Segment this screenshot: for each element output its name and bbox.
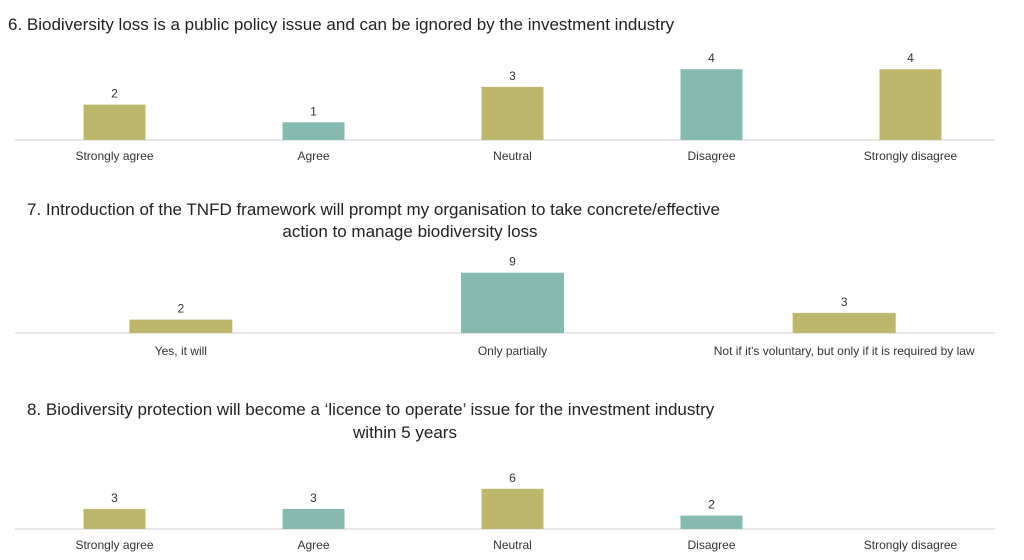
bar (282, 508, 345, 529)
bar (282, 122, 345, 140)
value-label: 3 (509, 69, 516, 83)
bar (83, 508, 146, 529)
bar (680, 69, 743, 140)
value-label: 3 (841, 295, 848, 309)
bar (83, 104, 146, 140)
value-label: 2 (111, 87, 118, 101)
chart-title: action to manage biodiversity loss (282, 222, 537, 241)
bar (680, 515, 743, 529)
value-label: 1 (310, 104, 317, 118)
bar (461, 272, 564, 333)
value-label: 6 (509, 471, 516, 485)
chart-title: 7. Introduction of the TNFD framework wi… (27, 200, 720, 219)
value-label: 4 (708, 51, 715, 65)
category-label: Agree (297, 149, 329, 163)
value-label: 9 (509, 255, 516, 269)
category-label: Strongly disagree (864, 149, 958, 163)
bar (481, 488, 544, 529)
category-label: Only partially (478, 344, 547, 358)
value-label: 4 (907, 51, 914, 65)
bar (792, 312, 896, 333)
category-label: Neutral (493, 149, 532, 163)
category-label: Disagree (687, 538, 735, 552)
chart-title: 6. Biodiversity loss is a public policy … (8, 15, 675, 34)
category-label: Strongly agree (75, 149, 153, 163)
value-label: 3 (111, 491, 118, 505)
value-label: 2 (708, 498, 715, 512)
category-label: Agree (297, 538, 329, 552)
category-label: Neutral (493, 538, 532, 552)
category-label: Strongly disagree (864, 538, 958, 552)
chart-title: 8. Biodiversity protection will become a… (27, 400, 715, 419)
category-label: Not if it's voluntary, but only if it is… (714, 344, 975, 358)
value-label: 2 (177, 302, 184, 316)
value-label: 3 (310, 491, 317, 505)
bar (129, 319, 233, 333)
chart-title: within 5 years (352, 423, 457, 442)
category-label: Yes, it will (155, 344, 207, 358)
category-label: Disagree (687, 149, 735, 163)
category-label: Strongly agree (75, 538, 153, 552)
bar (481, 86, 544, 140)
bar (879, 69, 942, 140)
